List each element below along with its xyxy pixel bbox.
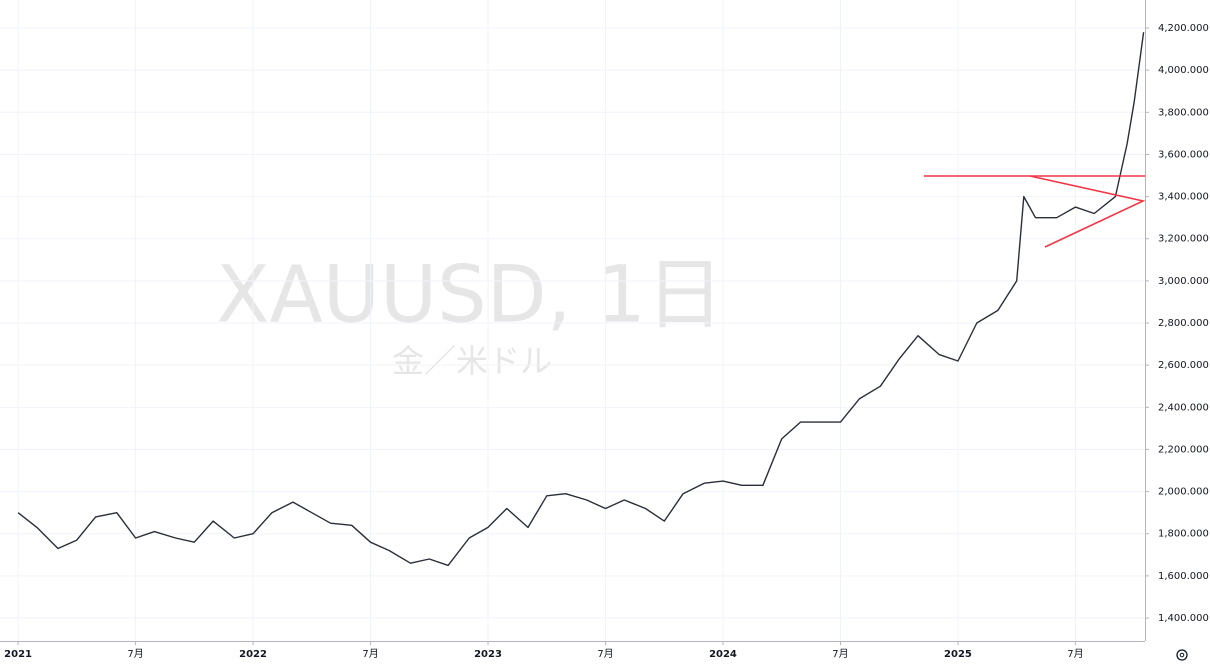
y-tick-label: 3,000.000 [1158, 276, 1209, 287]
x-tick-label: 2022 [239, 649, 267, 660]
watermark-subtitle: 金／米ドル [392, 342, 552, 380]
y-tick-label: 4,000.000 [1158, 65, 1209, 76]
y-tick-label: 4,200.000 [1158, 23, 1209, 34]
triangle-drawing [1029, 175, 1146, 248]
y-tick-label: 2,400.000 [1158, 402, 1209, 413]
settings-button[interactable] [1176, 649, 1188, 661]
x-tick-label: 2024 [709, 649, 737, 660]
x-tick-label: 7月 [832, 648, 848, 660]
watermark: XAUUSD, 1日 [216, 250, 724, 340]
x-tick-label: 7月 [597, 648, 613, 660]
x-tick-label: 7月 [127, 648, 143, 660]
y-tick-label: 3,200.000 [1158, 234, 1209, 245]
y-tick-label: 1,400.000 [1158, 613, 1209, 624]
y-tick-label: 2,600.000 [1158, 360, 1209, 371]
grid [0, 0, 1145, 641]
price-line [17, 32, 1145, 567]
y-tick-label: 2,000.000 [1158, 487, 1209, 498]
y-tick-label: 1,600.000 [1158, 571, 1209, 582]
x-tick-label: 7月 [1067, 648, 1083, 660]
y-tick-label: 2,200.000 [1158, 444, 1209, 455]
settings-icon[interactable] [1176, 649, 1188, 661]
x-tick-label: 7月 [362, 648, 378, 660]
y-tick-label: 2,800.000 [1158, 318, 1209, 329]
y-tick-label: 1,800.000 [1158, 529, 1209, 540]
x-tick-label: 2023 [474, 649, 502, 660]
y-tick-label: 3,800.000 [1158, 107, 1209, 118]
y-tick-label: 3,400.000 [1158, 192, 1209, 203]
x-tick-label: 2021 [4, 649, 32, 660]
y-tick-label: 3,600.000 [1158, 149, 1209, 160]
x-tick-label: 2025 [944, 649, 972, 660]
plot [17, 32, 1145, 567]
settings-icon-center[interactable] [1179, 652, 1185, 658]
